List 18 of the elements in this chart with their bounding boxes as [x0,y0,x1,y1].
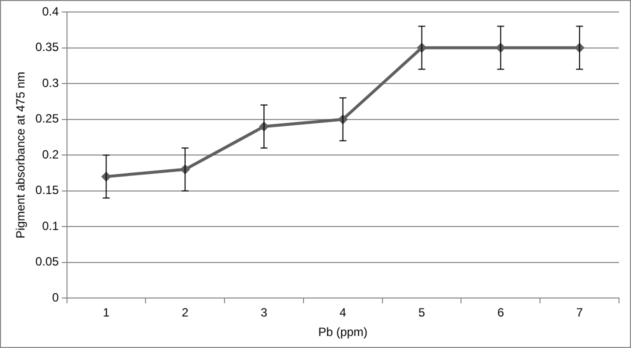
y-tick-label: 0.3 [42,76,60,90]
y-tick-label: 0.4 [42,4,60,18]
y-tick-label: 0.2 [42,147,60,162]
x-tick-label: 4 [340,306,347,320]
x-tick-label: 3 [260,306,268,320]
y-tick-label: 0.05 [35,254,60,269]
y-axis-title: Pigment absorbance at 475 nm [14,72,28,238]
y-tick-label: 0.25 [35,112,60,126]
x-axis-title: Pb (ppm) [318,325,368,340]
x-tick-label: 1 [102,306,110,320]
x-tick-label: 2 [182,306,189,320]
x-tick-label: 5 [418,306,426,320]
y-tick-label: 0.35 [35,40,60,54]
y-tick-label: 0 [52,290,60,305]
x-tick-label: 6 [497,306,504,320]
y-tick-label: 0.15 [35,183,60,198]
x-tick-label: 7 [576,306,584,320]
y-tick-label: 0.1 [42,218,60,233]
